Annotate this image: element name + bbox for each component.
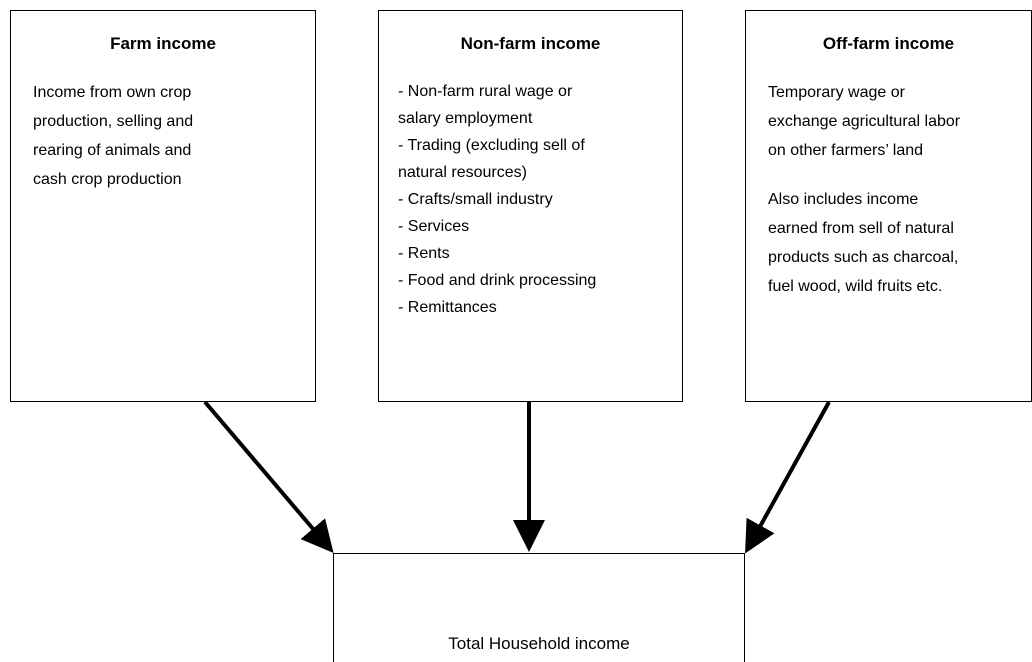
text-line: salary employment (398, 110, 533, 127)
text-line: earned from sell of natural (768, 220, 954, 237)
text-line: Income from own crop (33, 84, 192, 101)
text-line: fuel wood, wild fruits etc. (768, 278, 943, 295)
income-box: Off-farm income Temporary wage or exchange… (745, 10, 1032, 402)
box-title: Farm income (110, 34, 216, 53)
text-line: rearing of animals and (33, 142, 192, 159)
paragraph: Temporary wage or exchange agricultural l… (746, 78, 1031, 165)
box-title: Off-farm income (822, 34, 955, 53)
total-label: Total Household income (448, 634, 630, 653)
text-line: products such as charcoal, (768, 249, 959, 266)
text-line: on other farmers’ land (768, 142, 924, 159)
total-box: Total Household income (333, 553, 745, 662)
income-box: Farm income Income from own crop productio… (10, 10, 316, 402)
text-line: - Food and drink processing (398, 272, 597, 289)
text-line: natural resources) (398, 164, 527, 181)
paragraph: Also includes income earned from sell of … (746, 185, 1031, 301)
text-line: Temporary wage or (768, 84, 905, 101)
text-line: - Remittances (398, 299, 497, 316)
text-line: - Rents (398, 245, 450, 262)
paragraph: Income from own crop production, selling … (11, 78, 315, 194)
text-line: - Trading (excluding sell of (398, 137, 585, 154)
income-box: Non-farm income - Non-farm rural wage or s… (378, 10, 683, 402)
text-line: - Crafts/small industry (398, 191, 553, 208)
text-line: exchange agricultural labor (768, 113, 961, 130)
paragraph: - Non-farm rural wage or salary employmen… (379, 78, 682, 321)
text-line: production, selling and (33, 113, 194, 130)
text-line: cash crop production (33, 171, 182, 188)
box-title: Non-farm income (460, 34, 601, 53)
text-line: - Non-farm rural wage or (398, 83, 573, 100)
arrow (745, 401, 831, 554)
arrow (203, 400, 334, 554)
text-line: Also includes income (768, 191, 919, 208)
text-line: - Services (398, 218, 470, 235)
